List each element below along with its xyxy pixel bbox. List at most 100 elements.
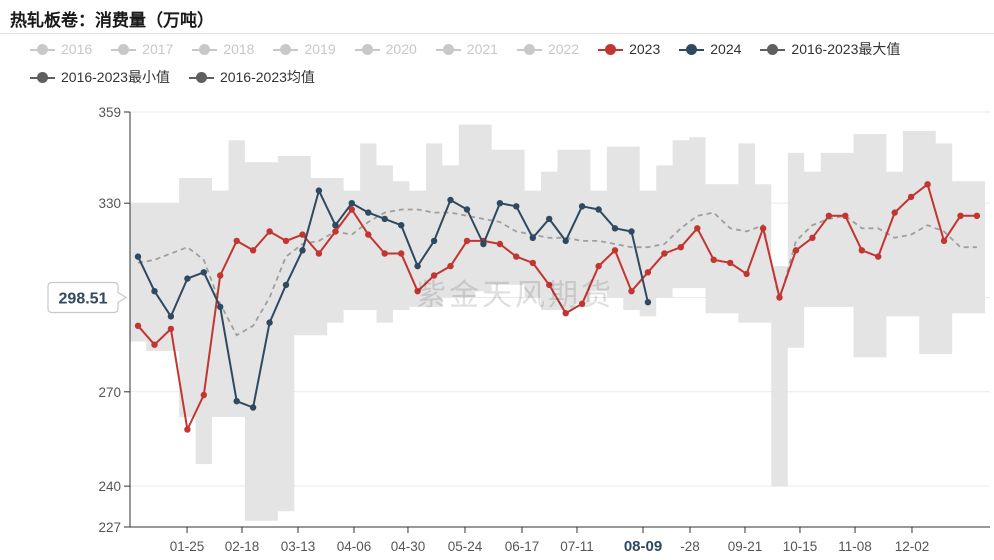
series-2023-point[interactable] bbox=[200, 391, 207, 399]
series-2023-point[interactable] bbox=[710, 256, 717, 263]
series-2023-point[interactable] bbox=[891, 209, 898, 216]
series-2024-point[interactable] bbox=[414, 262, 421, 270]
series-2023-point[interactable] bbox=[743, 270, 750, 278]
series-2024-point[interactable] bbox=[562, 237, 569, 245]
series-2023-point[interactable] bbox=[398, 250, 405, 257]
series-2023-point[interactable] bbox=[463, 237, 471, 245]
series-2023-point[interactable] bbox=[348, 206, 355, 213]
series-2024-point[interactable] bbox=[529, 234, 536, 241]
series-2023-point[interactable] bbox=[875, 253, 882, 260]
minmax-band[interactable] bbox=[129, 124, 986, 521]
series-2023-point[interactable] bbox=[661, 250, 668, 257]
series-2024-point[interactable] bbox=[233, 398, 240, 405]
series-2023-point[interactable] bbox=[809, 234, 816, 241]
legend-item-2020[interactable]: 2020 bbox=[354, 41, 417, 57]
series-2024-point[interactable] bbox=[200, 269, 207, 276]
series-2023-point[interactable] bbox=[430, 272, 438, 279]
series-2023-point[interactable] bbox=[266, 228, 273, 235]
series-2023-point[interactable] bbox=[315, 250, 323, 257]
series-2023-point[interactable] bbox=[282, 237, 290, 245]
series-2024-point[interactable] bbox=[513, 203, 520, 210]
series-2023-point[interactable] bbox=[217, 272, 224, 279]
series-2024-point[interactable] bbox=[595, 206, 602, 213]
series-2023-point[interactable] bbox=[299, 231, 306, 238]
series-2023-point[interactable] bbox=[940, 237, 948, 245]
series-2024-point[interactable] bbox=[167, 313, 175, 320]
series-2023-point[interactable] bbox=[628, 288, 635, 295]
series-2023-point[interactable] bbox=[792, 247, 800, 254]
series-2023-point[interactable] bbox=[644, 269, 652, 276]
series-2023-point[interactable] bbox=[907, 193, 915, 201]
series-2023-point[interactable] bbox=[167, 325, 175, 333]
series-2023-point[interactable] bbox=[694, 225, 701, 232]
series-2023-point[interactable] bbox=[332, 228, 339, 235]
series-2023-point[interactable] bbox=[151, 341, 158, 348]
series-2023-point[interactable] bbox=[529, 259, 536, 267]
series-2024-point[interactable] bbox=[348, 200, 355, 207]
series-2024-point[interactable] bbox=[381, 215, 388, 223]
legend-item-2023[interactable]: 2023 bbox=[598, 41, 660, 57]
series-2024-point[interactable] bbox=[184, 275, 191, 282]
series-2023-point[interactable] bbox=[496, 240, 504, 248]
legend-item-2016-2023-[interactable]: 2016-2023均值 bbox=[188, 67, 315, 87]
series-2023-point[interactable] bbox=[957, 212, 964, 219]
series-2023-point[interactable] bbox=[776, 294, 783, 301]
series-2024-point[interactable] bbox=[151, 288, 158, 295]
legend-item-2016-2023-[interactable]: 2016-2023最小值 bbox=[30, 67, 170, 87]
series-2024-point[interactable] bbox=[249, 404, 257, 411]
series-2024-point[interactable] bbox=[611, 225, 619, 232]
series-2023-point[interactable] bbox=[414, 288, 421, 295]
series-mean-line[interactable] bbox=[137, 208, 977, 337]
series-2023-point[interactable] bbox=[759, 225, 767, 232]
series-2024-point[interactable] bbox=[365, 209, 372, 216]
series-2023-point[interactable] bbox=[727, 259, 734, 267]
series-2023-point[interactable] bbox=[381, 250, 388, 257]
legend-item-2016-2023-[interactable]: 2016-2023最大值 bbox=[760, 39, 900, 59]
series-2024-point[interactable] bbox=[496, 200, 504, 207]
series-2024[interactable] bbox=[134, 187, 652, 411]
series-2024-point[interactable] bbox=[546, 215, 553, 223]
series-2023-point[interactable] bbox=[546, 281, 553, 289]
series-2023-point[interactable] bbox=[611, 247, 619, 254]
legend-item-2019[interactable]: 2019 bbox=[273, 41, 336, 57]
legend-item-2022[interactable]: 2022 bbox=[516, 41, 579, 57]
series-2023[interactable] bbox=[134, 181, 981, 433]
legend-item-2018[interactable]: 2018 bbox=[192, 41, 254, 57]
series-2024-point[interactable] bbox=[282, 281, 290, 289]
series-2024-point[interactable] bbox=[430, 237, 438, 245]
series-2023-point[interactable] bbox=[233, 237, 240, 245]
series-2024-point[interactable] bbox=[315, 187, 323, 194]
series-2024-point[interactable] bbox=[644, 299, 652, 306]
series-2024-point[interactable] bbox=[447, 196, 454, 204]
series-2024-point[interactable] bbox=[398, 222, 405, 229]
series-2023-point[interactable] bbox=[134, 322, 142, 329]
legend-item-2021[interactable]: 2021 bbox=[435, 41, 498, 57]
series-2023-point[interactable] bbox=[973, 212, 981, 219]
series-2024-point[interactable] bbox=[463, 206, 471, 213]
series-2023-point[interactable] bbox=[842, 212, 849, 219]
series-2023-point[interactable] bbox=[447, 262, 454, 270]
series-2023-point[interactable] bbox=[513, 253, 520, 260]
series-2023-point[interactable] bbox=[595, 262, 602, 270]
series-2024-point[interactable] bbox=[299, 247, 306, 254]
series-2023-point[interactable] bbox=[924, 181, 931, 188]
series-2024-point[interactable] bbox=[480, 240, 487, 248]
series-2024-point[interactable] bbox=[628, 228, 635, 235]
series-2024-point[interactable] bbox=[332, 222, 339, 229]
series-2023-point[interactable] bbox=[578, 300, 586, 307]
series-2023-point[interactable] bbox=[858, 247, 865, 254]
legend-item-2016[interactable]: 2016 bbox=[30, 41, 92, 57]
series-2023-point[interactable] bbox=[249, 247, 257, 254]
series-2024-point[interactable] bbox=[266, 319, 273, 326]
series-2023-point[interactable] bbox=[184, 426, 191, 433]
series-2023-point[interactable] bbox=[825, 212, 833, 219]
series-2023-point[interactable] bbox=[365, 231, 372, 238]
legend-item-2024[interactable]: 2024 bbox=[679, 41, 741, 57]
series-2024-point[interactable] bbox=[134, 253, 142, 260]
series-2024-point[interactable] bbox=[578, 203, 586, 210]
series-2023-point[interactable] bbox=[562, 310, 569, 317]
legend-item-2017[interactable]: 2017 bbox=[111, 41, 173, 57]
series-2023-point[interactable] bbox=[677, 244, 684, 251]
series-2024-point[interactable] bbox=[217, 303, 224, 311]
